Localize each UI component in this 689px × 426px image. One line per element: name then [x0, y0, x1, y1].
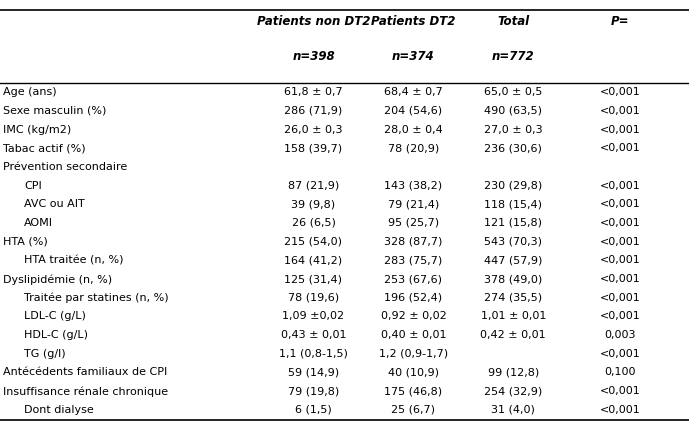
Text: 78 (19,6): 78 (19,6) — [288, 292, 339, 302]
Text: 0,40 ± 0,01: 0,40 ± 0,01 — [380, 329, 446, 339]
Text: 0,100: 0,100 — [604, 366, 636, 377]
Text: Total: Total — [497, 15, 529, 28]
Text: 143 (38,2): 143 (38,2) — [384, 180, 442, 190]
Text: Traitée par statines (n, %): Traitée par statines (n, %) — [24, 292, 169, 302]
Text: Prévention secondaire: Prévention secondaire — [3, 161, 127, 172]
Text: <0,001: <0,001 — [599, 87, 641, 97]
Text: 6 (1,5): 6 (1,5) — [295, 404, 332, 414]
Text: 1,2 (0,9-1,7): 1,2 (0,9-1,7) — [379, 348, 448, 358]
Text: 196 (52,4): 196 (52,4) — [384, 292, 442, 302]
Text: n=398: n=398 — [292, 50, 335, 63]
Text: 274 (35,5): 274 (35,5) — [484, 292, 542, 302]
Text: Tabac actif (%): Tabac actif (%) — [3, 143, 86, 153]
Text: 87 (21,9): 87 (21,9) — [288, 180, 339, 190]
Text: 1,01 ± 0,01: 1,01 ± 0,01 — [481, 311, 546, 321]
Text: <0,001: <0,001 — [599, 106, 641, 116]
Text: 65,0 ± 0,5: 65,0 ± 0,5 — [484, 87, 542, 97]
Text: <0,001: <0,001 — [599, 385, 641, 395]
Text: 1,09 ±0,02: 1,09 ±0,02 — [282, 311, 344, 321]
Text: 0,003: 0,003 — [604, 329, 636, 339]
Text: <0,001: <0,001 — [599, 199, 641, 209]
Text: <0,001: <0,001 — [599, 124, 641, 134]
Text: 61,8 ± 0,7: 61,8 ± 0,7 — [284, 87, 343, 97]
Text: 118 (15,4): 118 (15,4) — [484, 199, 542, 209]
Text: <0,001: <0,001 — [599, 217, 641, 227]
Text: Patients DT2: Patients DT2 — [371, 15, 455, 28]
Text: n=374: n=374 — [392, 50, 435, 63]
Text: n=772: n=772 — [492, 50, 535, 63]
Text: <0,001: <0,001 — [599, 255, 641, 265]
Text: 230 (29,8): 230 (29,8) — [484, 180, 542, 190]
Text: <0,001: <0,001 — [599, 273, 641, 283]
Text: 78 (20,9): 78 (20,9) — [388, 143, 439, 153]
Text: HTA (%): HTA (%) — [3, 236, 48, 246]
Text: HDL-C (g/L): HDL-C (g/L) — [24, 329, 88, 339]
Text: 0,43 ± 0,01: 0,43 ± 0,01 — [280, 329, 347, 339]
Text: P=: P= — [611, 15, 629, 28]
Text: <0,001: <0,001 — [599, 143, 641, 153]
Text: 490 (63,5): 490 (63,5) — [484, 106, 542, 116]
Text: 31 (4,0): 31 (4,0) — [491, 404, 535, 414]
Text: 164 (41,2): 164 (41,2) — [285, 255, 342, 265]
Text: 26 (6,5): 26 (6,5) — [291, 217, 336, 227]
Text: AVC ou AIT: AVC ou AIT — [24, 199, 85, 209]
Text: 175 (46,8): 175 (46,8) — [384, 385, 442, 395]
Text: Sexe masculin (%): Sexe masculin (%) — [3, 106, 107, 116]
Text: Dyslipidémie (n, %): Dyslipidémie (n, %) — [3, 273, 112, 284]
Text: Dont dialyse: Dont dialyse — [24, 404, 94, 414]
Text: IMC (kg/m2): IMC (kg/m2) — [3, 124, 72, 134]
Text: 121 (15,8): 121 (15,8) — [484, 217, 542, 227]
Text: 543 (70,3): 543 (70,3) — [484, 236, 542, 246]
Text: 254 (32,9): 254 (32,9) — [484, 385, 542, 395]
Text: Insuffisance rénale chronique: Insuffisance rénale chronique — [3, 385, 169, 396]
Text: Age (ans): Age (ans) — [3, 87, 57, 97]
Text: 125 (31,4): 125 (31,4) — [285, 273, 342, 283]
Text: 1,1 (0,8-1,5): 1,1 (0,8-1,5) — [279, 348, 348, 358]
Text: 95 (25,7): 95 (25,7) — [388, 217, 439, 227]
Text: 0,42 ± 0,01: 0,42 ± 0,01 — [480, 329, 546, 339]
Text: 215 (54,0): 215 (54,0) — [285, 236, 342, 246]
Text: 286 (71,9): 286 (71,9) — [285, 106, 342, 116]
Text: 328 (87,7): 328 (87,7) — [384, 236, 442, 246]
Text: 27,0 ± 0,3: 27,0 ± 0,3 — [484, 124, 543, 134]
Text: CPI: CPI — [24, 180, 42, 190]
Text: 79 (21,4): 79 (21,4) — [388, 199, 439, 209]
Text: 253 (67,6): 253 (67,6) — [384, 273, 442, 283]
Text: 26,0 ± 0,3: 26,0 ± 0,3 — [285, 124, 342, 134]
Text: <0,001: <0,001 — [599, 292, 641, 302]
Text: 59 (14,9): 59 (14,9) — [288, 366, 339, 377]
Text: 236 (30,6): 236 (30,6) — [484, 143, 542, 153]
Text: 40 (10,9): 40 (10,9) — [388, 366, 439, 377]
Text: Patients non DT2: Patients non DT2 — [257, 15, 370, 28]
Text: 158 (39,7): 158 (39,7) — [285, 143, 342, 153]
Text: 283 (75,7): 283 (75,7) — [384, 255, 442, 265]
Text: 39 (9,8): 39 (9,8) — [291, 199, 336, 209]
Text: HTA traitée (n, %): HTA traitée (n, %) — [24, 255, 123, 265]
Text: 204 (54,6): 204 (54,6) — [384, 106, 442, 116]
Text: <0,001: <0,001 — [599, 348, 641, 358]
Text: 378 (49,0): 378 (49,0) — [484, 273, 542, 283]
Text: <0,001: <0,001 — [599, 404, 641, 414]
Text: 25 (6,7): 25 (6,7) — [391, 404, 435, 414]
Text: <0,001: <0,001 — [599, 180, 641, 190]
Text: 99 (12,8): 99 (12,8) — [488, 366, 539, 377]
Text: 28,0 ± 0,4: 28,0 ± 0,4 — [384, 124, 443, 134]
Text: LDL-C (g/L): LDL-C (g/L) — [24, 311, 86, 321]
Text: 0,92 ± 0,02: 0,92 ± 0,02 — [380, 311, 446, 321]
Text: 68,4 ± 0,7: 68,4 ± 0,7 — [384, 87, 443, 97]
Text: <0,001: <0,001 — [599, 236, 641, 246]
Text: Antécédents familiaux de CPI: Antécédents familiaux de CPI — [3, 366, 167, 377]
Text: 79 (19,8): 79 (19,8) — [288, 385, 339, 395]
Text: <0,001: <0,001 — [599, 311, 641, 321]
Text: 447 (57,9): 447 (57,9) — [484, 255, 542, 265]
Text: TG (g/l): TG (g/l) — [24, 348, 65, 358]
Text: AOMI: AOMI — [24, 217, 53, 227]
